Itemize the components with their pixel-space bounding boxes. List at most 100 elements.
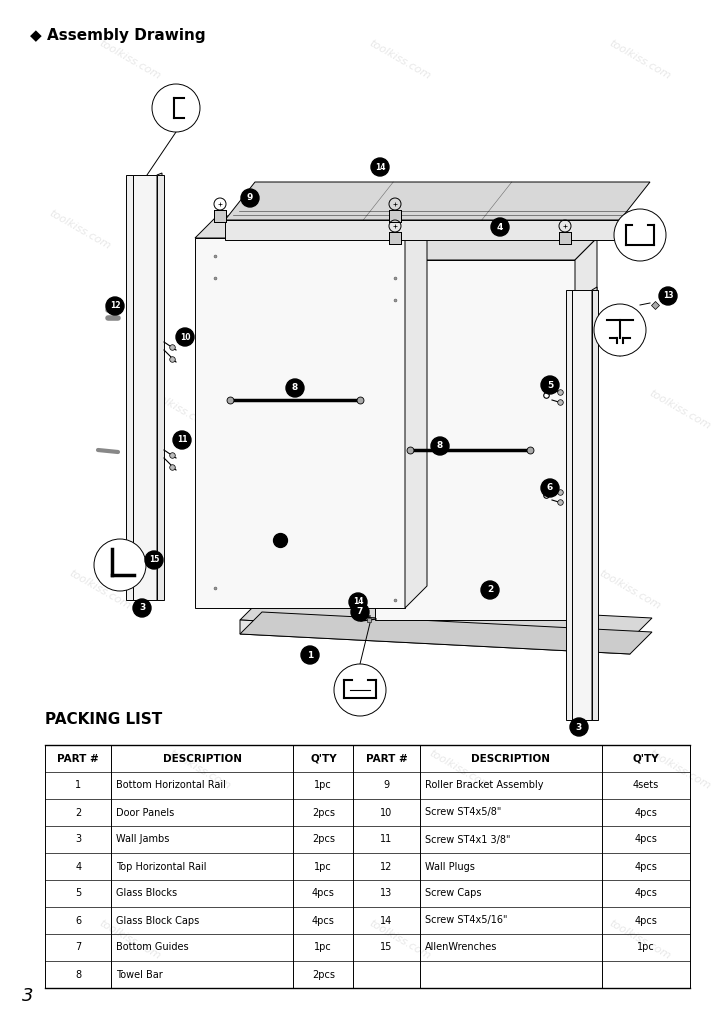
Text: 1pc: 1pc — [637, 942, 654, 952]
Polygon shape — [225, 182, 650, 220]
Polygon shape — [389, 232, 401, 244]
Text: Roller Bracket Assembly: Roller Bracket Assembly — [425, 780, 543, 791]
Text: toolkiss.com: toolkiss.com — [647, 749, 712, 792]
Text: toolkiss.com: toolkiss.com — [368, 38, 432, 82]
Text: Glass Block Caps: Glass Block Caps — [117, 915, 200, 926]
Text: Bottom Guides: Bottom Guides — [117, 942, 189, 952]
Text: 4pcs: 4pcs — [634, 835, 657, 845]
Polygon shape — [157, 175, 164, 600]
Text: 10: 10 — [180, 333, 190, 341]
Text: toolkiss.com: toolkiss.com — [337, 568, 403, 611]
Text: Screw ST4x5/16": Screw ST4x5/16" — [425, 915, 508, 926]
Polygon shape — [592, 290, 598, 720]
Text: 11: 11 — [380, 835, 392, 845]
Text: 2pcs: 2pcs — [312, 808, 334, 817]
Text: toolkiss.com: toolkiss.com — [607, 38, 673, 82]
Text: 7: 7 — [357, 607, 363, 616]
Text: Towel Bar: Towel Bar — [117, 970, 163, 980]
Polygon shape — [214, 210, 226, 222]
Circle shape — [145, 551, 163, 569]
Text: 4: 4 — [497, 222, 503, 231]
Polygon shape — [575, 238, 597, 620]
Polygon shape — [375, 238, 597, 260]
Polygon shape — [559, 232, 571, 244]
Text: Top Horizontal Rail: Top Horizontal Rail — [117, 861, 207, 871]
Text: Q'TY: Q'TY — [310, 754, 337, 764]
Circle shape — [106, 297, 124, 315]
Polygon shape — [195, 238, 405, 608]
Text: 1pc: 1pc — [314, 780, 332, 791]
Text: 5: 5 — [75, 889, 81, 898]
Text: 4pcs: 4pcs — [312, 915, 334, 926]
Circle shape — [570, 718, 588, 736]
Text: 9: 9 — [247, 194, 253, 203]
Text: PART #: PART # — [366, 754, 408, 764]
Circle shape — [241, 189, 259, 207]
Circle shape — [491, 218, 509, 236]
Text: toolkiss.com: toolkiss.com — [48, 208, 112, 252]
Circle shape — [594, 304, 646, 356]
Polygon shape — [225, 220, 620, 240]
Circle shape — [152, 84, 200, 132]
Text: 15: 15 — [149, 555, 159, 564]
Text: toolkiss.com: toolkiss.com — [98, 38, 163, 82]
Circle shape — [176, 328, 194, 346]
Text: 10: 10 — [380, 808, 392, 817]
Text: 6: 6 — [75, 915, 81, 926]
Text: toolkiss.com: toolkiss.com — [167, 749, 232, 792]
Text: toolkiss.com: toolkiss.com — [597, 568, 662, 611]
Text: Screw Caps: Screw Caps — [425, 889, 481, 898]
Text: Wall Plugs: Wall Plugs — [425, 861, 475, 871]
Text: Glass Blocks: Glass Blocks — [117, 889, 177, 898]
Circle shape — [301, 646, 319, 664]
Text: 3: 3 — [75, 835, 81, 845]
Polygon shape — [133, 175, 157, 600]
Text: DESCRIPTION: DESCRIPTION — [163, 754, 242, 764]
Text: PART #: PART # — [57, 754, 99, 764]
Circle shape — [349, 593, 367, 611]
Circle shape — [371, 158, 389, 176]
Text: 12: 12 — [110, 301, 120, 310]
Circle shape — [173, 431, 191, 449]
Text: toolkiss.com: toolkiss.com — [607, 919, 673, 962]
Text: Wall Jambs: Wall Jambs — [117, 835, 170, 845]
Text: Door Panels: Door Panels — [117, 808, 174, 817]
Text: 5: 5 — [547, 381, 553, 389]
Polygon shape — [572, 290, 592, 720]
Circle shape — [541, 376, 559, 394]
Polygon shape — [592, 287, 597, 720]
Circle shape — [431, 437, 449, 455]
Circle shape — [94, 539, 146, 591]
Text: 15: 15 — [380, 942, 392, 952]
Circle shape — [481, 581, 499, 599]
Polygon shape — [389, 210, 401, 222]
Text: toolkiss.com: toolkiss.com — [578, 208, 642, 252]
Polygon shape — [195, 216, 427, 238]
Text: 9: 9 — [384, 780, 390, 791]
Circle shape — [334, 664, 386, 716]
Circle shape — [351, 603, 369, 621]
Text: 4pcs: 4pcs — [634, 861, 657, 871]
Text: toolkiss.com: toolkiss.com — [148, 388, 213, 432]
Text: 8: 8 — [292, 384, 298, 392]
Text: 4pcs: 4pcs — [634, 889, 657, 898]
Text: 4pcs: 4pcs — [634, 915, 657, 926]
Text: 4: 4 — [75, 861, 81, 871]
Text: 11: 11 — [177, 435, 188, 444]
Text: 3: 3 — [576, 723, 582, 731]
Text: toolkiss.com: toolkiss.com — [98, 919, 163, 962]
Polygon shape — [566, 290, 572, 720]
Circle shape — [614, 209, 666, 261]
Circle shape — [133, 599, 151, 617]
Text: 8: 8 — [437, 441, 443, 451]
Text: 4sets: 4sets — [633, 780, 659, 791]
Text: 12: 12 — [380, 861, 392, 871]
Text: PACKING LIST: PACKING LIST — [45, 712, 162, 727]
Text: 13: 13 — [662, 292, 673, 300]
Circle shape — [286, 379, 304, 397]
Text: 14: 14 — [380, 915, 392, 926]
Text: toolkiss.com: toolkiss.com — [408, 388, 473, 432]
Text: 3: 3 — [139, 603, 145, 612]
Text: toolkiss.com: toolkiss.com — [67, 568, 132, 611]
Text: toolkiss.com: toolkiss.com — [317, 208, 382, 252]
